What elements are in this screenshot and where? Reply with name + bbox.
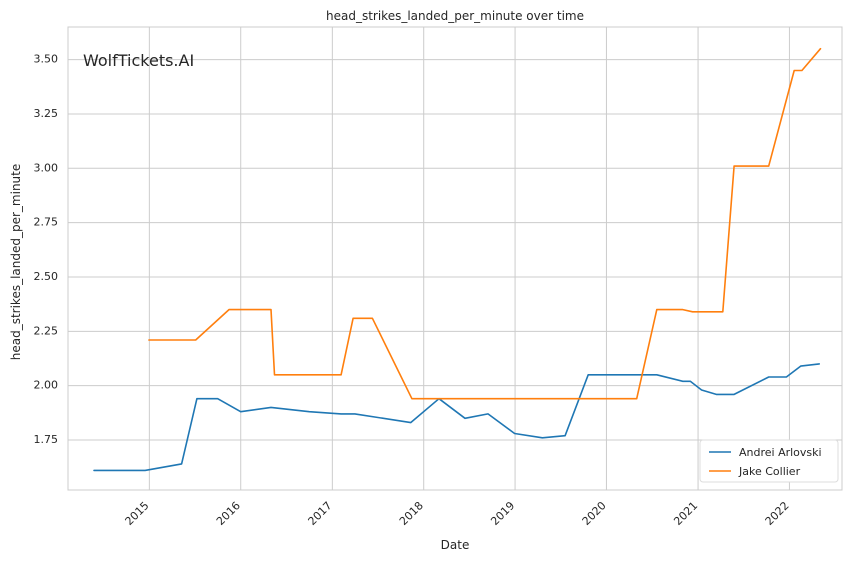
y-tick-label-3.25: 3.25 bbox=[34, 107, 59, 120]
y-ticks: 1.75 2.00 2.25 2.50 2.75 3.00 3.25 3.50 bbox=[34, 53, 59, 446]
grid bbox=[68, 27, 842, 490]
y-tick-label-3.50: 3.50 bbox=[34, 53, 59, 66]
plot-area bbox=[68, 27, 842, 490]
legend-label-jake-collier: Jake Collier bbox=[738, 465, 801, 478]
x-axis-label: Date bbox=[441, 538, 470, 552]
chart-title: head_strikes_landed_per_minute over time bbox=[326, 9, 584, 23]
legend-label-andrei-arlovski: Andrei Arlovski bbox=[739, 446, 822, 459]
y-tick-label-2.50: 2.50 bbox=[34, 270, 59, 283]
series-line-jake-collier bbox=[148, 47, 822, 400]
series-line-andrei-arlovski bbox=[93, 363, 821, 472]
plot-border bbox=[67, 26, 843, 491]
y-axis-label: head_strikes_landed_per_minute bbox=[9, 164, 23, 361]
legend: Andrei Arlovski Jake Collier bbox=[699, 439, 839, 483]
series-layer bbox=[93, 47, 822, 472]
watermark: WolfTickets.AI bbox=[83, 51, 194, 70]
y-tick-label-2.75: 2.75 bbox=[34, 216, 59, 229]
y-tick-label-2.25: 2.25 bbox=[34, 324, 59, 337]
y-tick-label-2.00: 2.00 bbox=[34, 379, 59, 392]
legend-box bbox=[699, 439, 839, 483]
y-tick-label-3.00: 3.00 bbox=[34, 161, 59, 174]
y-tick-label-1.75: 1.75 bbox=[34, 433, 59, 446]
